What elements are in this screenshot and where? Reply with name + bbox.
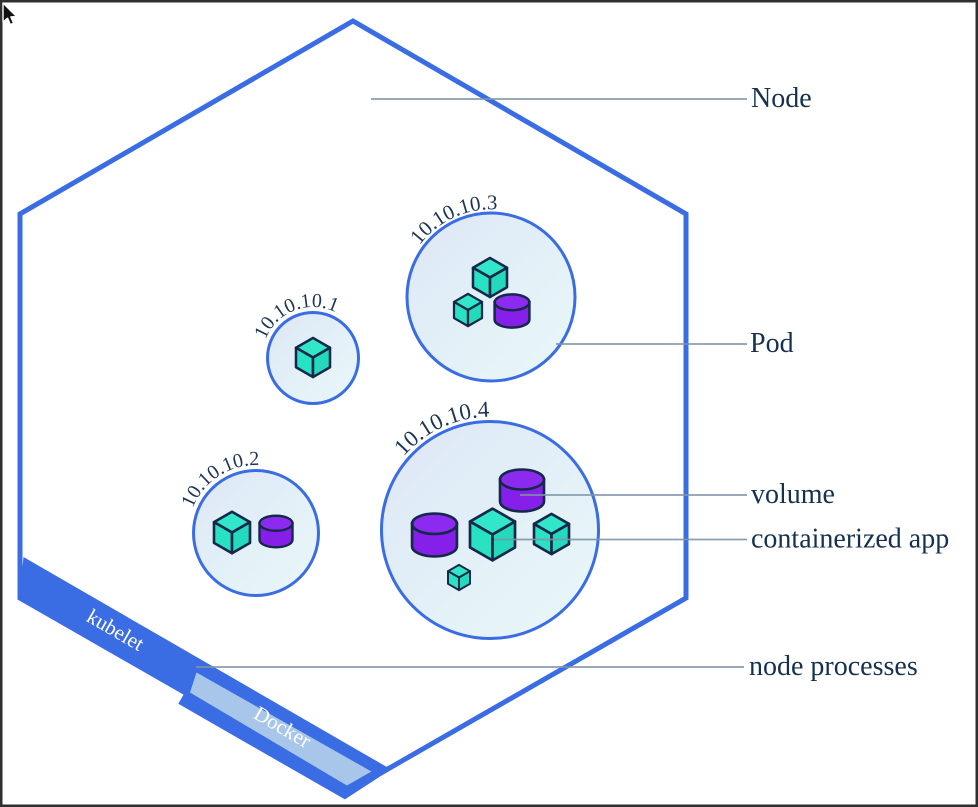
container-cube-icon [533, 513, 570, 555]
pod-label: Pod [750, 328, 794, 359]
containerized-app-label: containerized app [751, 524, 949, 555]
callout-labels: Node Pod volume containerized app node p… [749, 83, 949, 682]
volume-cylinder-icon [411, 513, 458, 557]
container-cube-icon [453, 293, 483, 327]
docker-band [190, 672, 372, 786]
container-cube-icon [295, 337, 331, 378]
container-cube-icon [472, 257, 508, 298]
volume-cylinder-icon [499, 469, 545, 512]
volume-cylinder-icon [259, 515, 293, 548]
pod-4: 10.10.10.4 [380, 397, 600, 640]
container-cube-icon [469, 508, 516, 561]
mouse-cursor-icon [2, 2, 18, 26]
volume-label: volume [751, 479, 835, 510]
node-process-bands: kubelet Docker [19, 557, 391, 800]
pod-3: 10.10.10.3 [405, 190, 577, 383]
volume-cylinder-icon [494, 294, 530, 328]
container-cube-icon [447, 564, 471, 591]
pod-circle [192, 469, 320, 597]
node-label: Node [751, 83, 812, 114]
node-processes-label: node processes [749, 651, 918, 682]
container-cube-icon [213, 511, 251, 554]
callout-lines [196, 98, 747, 668]
